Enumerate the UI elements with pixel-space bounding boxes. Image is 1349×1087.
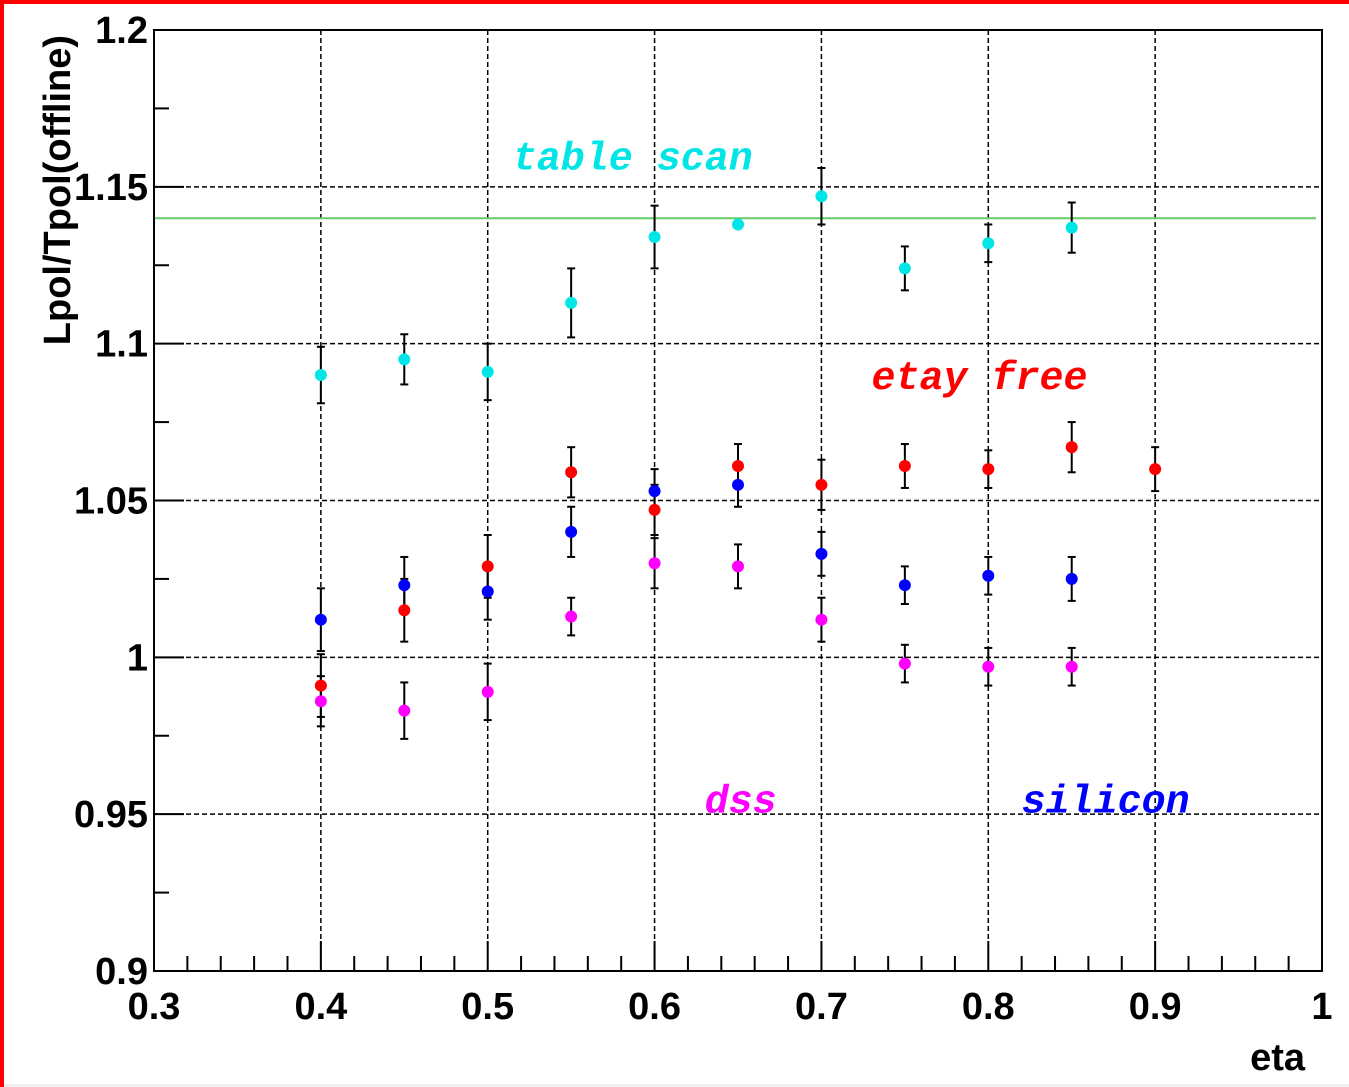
y-tick-label: 1.2 — [95, 10, 148, 52]
window-left-border — [0, 0, 4, 1087]
data-point-dss — [982, 660, 995, 673]
annotation-etay-free: etay free — [871, 357, 1087, 402]
x-tick-label: 0.5 — [461, 986, 514, 1028]
error-bars — [316, 167, 1160, 740]
data-point-dss — [565, 610, 578, 623]
series-annotations: table scan etay free dss silicon — [513, 137, 1190, 825]
data-point-etay-free — [398, 604, 411, 617]
data-point-table-scan — [732, 218, 744, 231]
data-point-table-scan — [982, 237, 995, 250]
data-point-dss — [815, 613, 828, 626]
data-point-etay-free — [481, 560, 494, 573]
data-point-etay-free — [1149, 463, 1162, 476]
data-point-dss — [898, 657, 911, 670]
grid-lines — [154, 30, 1322, 971]
y-tick-label: 0.9 — [95, 951, 148, 993]
data-point-dss — [732, 560, 744, 573]
x-tick-label: 0.3 — [128, 986, 181, 1028]
data-point-silicon — [565, 525, 578, 538]
y-axis-title: Lpol/Tpol(offline) — [37, 35, 79, 345]
x-tick-labels: 0.3 0.4 0.5 0.6 0.7 0.8 0.9 1 — [128, 986, 1333, 1028]
data-point-etay-free — [982, 463, 995, 476]
y-tick-label: 1 — [127, 637, 148, 679]
data-point-dss — [648, 557, 661, 570]
y-tick-labels: 0.9 0.95 1 1.05 1.1 1.15 1.2 — [74, 10, 148, 993]
x-tick-label: 0.9 — [1129, 986, 1182, 1028]
annotation-table-scan: table scan — [513, 137, 753, 182]
data-point-silicon — [898, 579, 911, 592]
data-point-silicon — [648, 485, 661, 498]
data-point-table-scan — [898, 262, 911, 275]
data-point-etay-free — [314, 679, 327, 692]
data-point-silicon — [732, 478, 744, 491]
data-point-silicon — [481, 585, 494, 598]
data-point-table-scan — [815, 190, 828, 203]
annotation-dss: dss — [705, 780, 777, 825]
data-point-table-scan — [565, 296, 578, 309]
data-point-table-scan — [648, 231, 661, 244]
data-point-silicon — [982, 569, 995, 582]
canvas-background — [4, 4, 1349, 1084]
x-tick-label: 0.8 — [962, 986, 1015, 1028]
data-point-dss — [314, 695, 327, 708]
data-point-silicon — [1065, 572, 1078, 585]
y-tick-label: 0.95 — [74, 794, 148, 836]
data-point-dss — [1065, 660, 1078, 673]
data-point-dss — [398, 704, 411, 717]
x-axis-title: eta — [1250, 1037, 1306, 1079]
data-point-table-scan — [481, 365, 494, 378]
data-point-etay-free — [1065, 441, 1078, 454]
data-point-etay-free — [732, 459, 744, 472]
y-tick-label: 1.05 — [74, 481, 148, 523]
data-point-table-scan — [314, 369, 327, 382]
data-point-etay-free — [898, 459, 911, 472]
data-point-table-scan — [1065, 221, 1078, 234]
data-point-silicon — [815, 547, 828, 560]
annotation-silicon: silicon — [1022, 780, 1190, 825]
x-tick-label: 0.4 — [294, 986, 347, 1028]
x-tick-label: 1 — [1311, 986, 1332, 1028]
y-tick-label: 1.15 — [74, 167, 148, 209]
plot-frame — [153, 29, 1323, 972]
data-point-etay-free — [815, 478, 828, 491]
data-point-dss — [481, 685, 494, 698]
y-tick-label: 1.1 — [95, 324, 148, 366]
data-point-etay-free — [565, 466, 578, 479]
x-tick-label: 0.6 — [628, 986, 681, 1028]
data-point-table-scan — [398, 353, 411, 366]
data-point-silicon — [398, 579, 411, 592]
x-tick-label: 0.7 — [795, 986, 848, 1028]
data-point-etay-free — [648, 503, 661, 516]
data-points — [314, 190, 1162, 717]
data-point-silicon — [314, 613, 327, 626]
window-top-border — [0, 0, 1349, 4]
